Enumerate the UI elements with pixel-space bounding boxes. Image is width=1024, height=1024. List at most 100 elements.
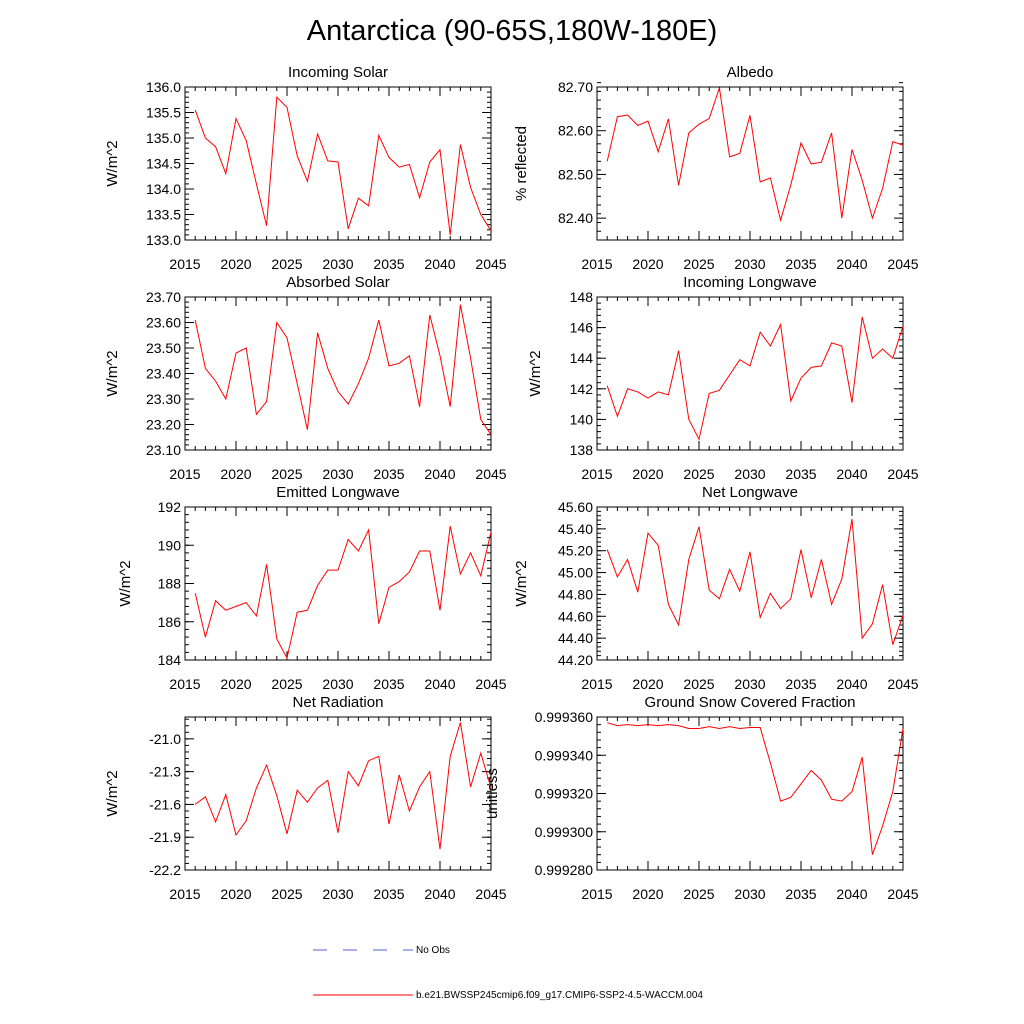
series-line <box>606 87 904 223</box>
x-tick-label: 2015 <box>169 256 200 272</box>
y-tick-label: 190 <box>158 537 182 553</box>
y-tick-label: 82.70 <box>558 79 593 95</box>
y-tick-label: 23.60 <box>146 315 181 331</box>
panel-title: Incoming Solar <box>288 64 388 81</box>
plot-frame <box>596 296 904 451</box>
series-line <box>194 304 492 435</box>
x-tick-label: 2030 <box>734 256 765 272</box>
series-line <box>194 96 492 235</box>
x-tick-label: 2025 <box>271 466 302 482</box>
y-tick-label: 23.50 <box>146 340 181 356</box>
x-tick-label: 2030 <box>322 676 353 692</box>
y-axis-label: W/m^2 <box>117 560 134 606</box>
x-tick-label: 2045 <box>887 886 918 902</box>
panel-title: Net Radiation <box>293 694 384 711</box>
x-tick-label: 2025 <box>683 886 714 902</box>
y-tick-label: 142 <box>570 381 594 397</box>
y-tick-label: 188 <box>158 576 182 592</box>
panel-2: 23.10 23.20 23.30 23.40 23.50 23.60 23.70 2015 2… <box>104 274 507 482</box>
x-tick-label: 2015 <box>169 466 200 482</box>
y-tick-label: 134.0 <box>146 181 181 197</box>
x-tick-label: 2020 <box>220 886 251 902</box>
y-tick-label: 44.40 <box>558 630 593 646</box>
y-tick-label: 146 <box>570 320 594 336</box>
x-tick-label: 2020 <box>632 676 663 692</box>
plot-frame <box>596 716 904 871</box>
panel-1: 82.40 82.50 82.60 82.70 2015 2020 2025 2030 2035… <box>513 64 919 272</box>
x-tick-label: 2015 <box>169 676 200 692</box>
panel-5: 44.20 44.40 44.60 44.80 45.00 45.20 45.40 45.60… <box>513 484 919 692</box>
y-tick-label: 0.999320 <box>535 786 594 802</box>
x-tick-label: 2035 <box>785 466 816 482</box>
y-tick-label: 23.10 <box>146 442 181 458</box>
panel-title: Emitted Longwave <box>276 484 399 501</box>
y-tick-label: 23.30 <box>146 391 181 407</box>
y-axis-label: % reflected <box>513 126 530 201</box>
x-tick-label: 2020 <box>632 886 663 902</box>
x-tick-label: 2045 <box>475 676 506 692</box>
legend-label-model: b.e21.BWSSP245cmip6.f09_g17.CMIP6-SSP2-4… <box>416 990 703 1001</box>
legend-label-no-obs: No Obs <box>416 945 450 956</box>
y-tick-label: 44.80 <box>558 586 593 602</box>
y-tick-label: 134.5 <box>146 156 181 172</box>
plot-frame <box>184 716 492 871</box>
y-tick-label: 23.20 <box>146 417 181 433</box>
y-tick-label: 44.20 <box>558 652 593 668</box>
x-tick-label: 2040 <box>836 466 867 482</box>
x-tick-label: 2040 <box>836 886 867 902</box>
y-tick-label: 133.0 <box>146 232 181 248</box>
x-tick-label: 2030 <box>734 886 765 902</box>
x-tick-label: 2015 <box>581 256 612 272</box>
series-line <box>606 518 904 645</box>
x-tick-label: 2040 <box>424 886 455 902</box>
y-tick-label: 44.60 <box>558 608 593 624</box>
x-tick-label: 2045 <box>475 466 506 482</box>
x-tick-label: 2015 <box>581 676 612 692</box>
series-line <box>606 316 904 441</box>
x-tick-label: 2025 <box>683 466 714 482</box>
y-tick-label: 192 <box>158 499 182 515</box>
x-tick-label: 2045 <box>887 466 918 482</box>
y-tick-label: -22.2 <box>149 862 181 878</box>
y-tick-label: 82.60 <box>558 123 593 139</box>
y-axis-label: W/m^2 <box>527 350 544 396</box>
y-tick-label: 0.999340 <box>535 747 594 763</box>
plot-frame <box>184 296 492 451</box>
x-tick-label: 2045 <box>475 886 506 902</box>
x-tick-label: 2035 <box>785 886 816 902</box>
x-tick-label: 2045 <box>887 256 918 272</box>
x-tick-label: 2040 <box>836 676 867 692</box>
main-title: Antarctica (90-65S,180W-180E) <box>307 15 718 47</box>
y-tick-label: -21.3 <box>149 764 181 780</box>
y-tick-label: 45.60 <box>558 499 593 515</box>
plot-frame <box>184 506 492 661</box>
y-axis-label: W/m^2 <box>104 770 121 816</box>
x-tick-label: 2025 <box>683 676 714 692</box>
x-tick-label: 2015 <box>581 466 612 482</box>
y-tick-label: 138 <box>570 442 594 458</box>
y-tick-label: 0.999360 <box>535 709 594 725</box>
x-tick-label: 2035 <box>373 256 404 272</box>
series-line <box>607 722 904 855</box>
x-tick-label: 2040 <box>424 676 455 692</box>
y-tick-label: 82.50 <box>558 166 593 182</box>
x-tick-label: 2035 <box>373 886 404 902</box>
x-tick-label: 2035 <box>785 256 816 272</box>
series-line <box>194 722 492 850</box>
y-tick-label: 133.5 <box>146 207 181 223</box>
x-tick-label: 2015 <box>581 886 612 902</box>
panel-title: Absorbed Solar <box>286 274 389 291</box>
x-tick-label: 2025 <box>271 676 302 692</box>
y-tick-label: 45.40 <box>558 521 593 537</box>
y-tick-label: 135.0 <box>146 130 181 146</box>
y-tick-label: 23.70 <box>146 289 181 305</box>
y-tick-label: 144 <box>570 350 594 366</box>
x-tick-label: 2045 <box>475 256 506 272</box>
x-tick-label: 2040 <box>836 256 867 272</box>
x-tick-label: 2020 <box>220 256 251 272</box>
x-tick-label: 2035 <box>373 466 404 482</box>
y-axis-label: unitless <box>484 768 501 819</box>
panel-6: -22.2 -21.9 -21.6 -21.3 -21.0 2015 2020 2025 203… <box>104 694 507 902</box>
x-tick-label: 2025 <box>683 256 714 272</box>
